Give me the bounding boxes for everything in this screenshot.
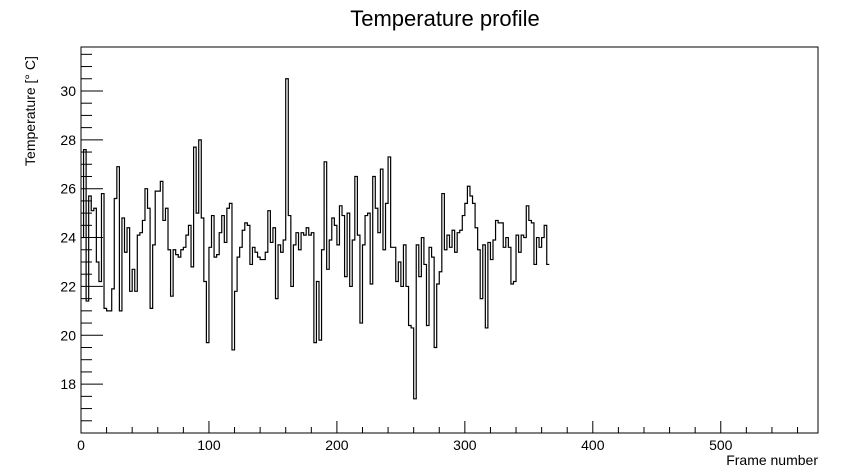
y-axis: 18 20 22 24 26 28 30: [60, 53, 103, 434]
x-tick-label: 200: [325, 437, 349, 453]
x-axis-label: Frame number: [726, 452, 818, 468]
y-tick-label: 18: [60, 376, 76, 392]
y-tick-label: 30: [60, 83, 76, 99]
y-tick-label: 20: [60, 327, 76, 343]
y-axis-label: Temperature [° C]: [22, 56, 38, 166]
y-tick-label: 24: [60, 230, 76, 246]
chart-title: Temperature profile: [350, 6, 540, 31]
y-tick-label: 22: [60, 278, 76, 294]
x-tick-label: 500: [709, 437, 733, 453]
series-line: [81, 78, 550, 400]
x-tick-label: 0: [77, 437, 85, 453]
x-tick-label: 300: [453, 437, 477, 453]
x-tick-label: 100: [197, 437, 221, 453]
y-tick-label: 26: [60, 181, 76, 197]
x-tick-label: 400: [581, 437, 605, 453]
plot-frame: [80, 46, 819, 434]
y-tick-label: 28: [60, 132, 76, 148]
x-axis: 0 100 200 300 400 500: [77, 421, 799, 453]
